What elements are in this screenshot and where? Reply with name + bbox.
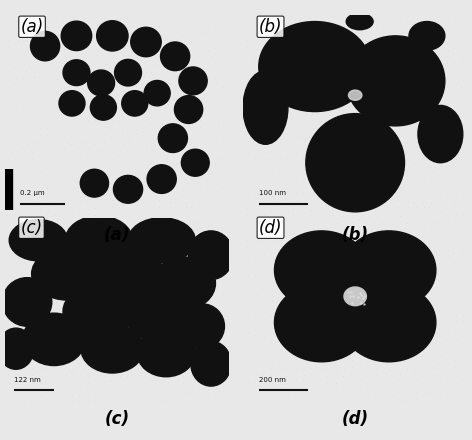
Ellipse shape <box>2 278 52 326</box>
Ellipse shape <box>63 285 135 337</box>
Text: (a): (a) <box>20 18 44 36</box>
Ellipse shape <box>306 114 405 212</box>
Ellipse shape <box>179 304 225 348</box>
Ellipse shape <box>90 249 166 306</box>
Text: 122 nm: 122 nm <box>14 378 41 383</box>
Text: 200 nm: 200 nm <box>259 378 286 383</box>
Ellipse shape <box>80 169 109 197</box>
Ellipse shape <box>243 71 288 144</box>
Ellipse shape <box>346 36 445 126</box>
Ellipse shape <box>191 341 231 386</box>
Text: (c): (c) <box>20 219 42 237</box>
Text: (d): (d) <box>341 410 369 428</box>
Text: (b): (b) <box>341 227 369 244</box>
Ellipse shape <box>137 328 195 377</box>
Ellipse shape <box>88 70 115 96</box>
Ellipse shape <box>275 283 369 362</box>
Ellipse shape <box>418 106 463 163</box>
Ellipse shape <box>97 21 128 51</box>
Ellipse shape <box>339 283 371 309</box>
Text: 0.2 μm: 0.2 μm <box>20 191 45 196</box>
Ellipse shape <box>131 27 161 57</box>
Ellipse shape <box>113 176 143 203</box>
Ellipse shape <box>346 13 373 30</box>
Ellipse shape <box>158 124 187 153</box>
Ellipse shape <box>23 313 85 366</box>
Ellipse shape <box>153 257 215 309</box>
Text: (b): (b) <box>259 18 282 36</box>
Text: 100 nm: 100 nm <box>259 191 286 196</box>
Text: (a): (a) <box>104 227 130 244</box>
Ellipse shape <box>81 324 143 373</box>
Ellipse shape <box>179 67 207 95</box>
Ellipse shape <box>59 91 85 116</box>
Ellipse shape <box>115 59 142 86</box>
Ellipse shape <box>63 60 90 85</box>
Ellipse shape <box>65 216 133 264</box>
Ellipse shape <box>9 220 67 261</box>
Ellipse shape <box>122 91 148 116</box>
Ellipse shape <box>189 231 233 279</box>
Ellipse shape <box>342 231 436 309</box>
Ellipse shape <box>181 149 209 176</box>
Ellipse shape <box>61 21 92 51</box>
Text: (c): (c) <box>104 410 130 428</box>
Ellipse shape <box>348 90 362 100</box>
Ellipse shape <box>344 287 366 306</box>
Ellipse shape <box>126 289 189 341</box>
Ellipse shape <box>160 42 190 71</box>
Ellipse shape <box>275 231 369 309</box>
Ellipse shape <box>342 283 436 362</box>
Ellipse shape <box>128 218 195 263</box>
Ellipse shape <box>32 248 103 300</box>
Ellipse shape <box>147 165 176 194</box>
Ellipse shape <box>144 81 170 106</box>
Ellipse shape <box>31 31 59 61</box>
Ellipse shape <box>259 22 371 112</box>
Text: (d): (d) <box>259 219 282 237</box>
Ellipse shape <box>175 95 202 124</box>
Ellipse shape <box>90 95 117 120</box>
Ellipse shape <box>0 328 34 369</box>
Ellipse shape <box>409 22 445 50</box>
